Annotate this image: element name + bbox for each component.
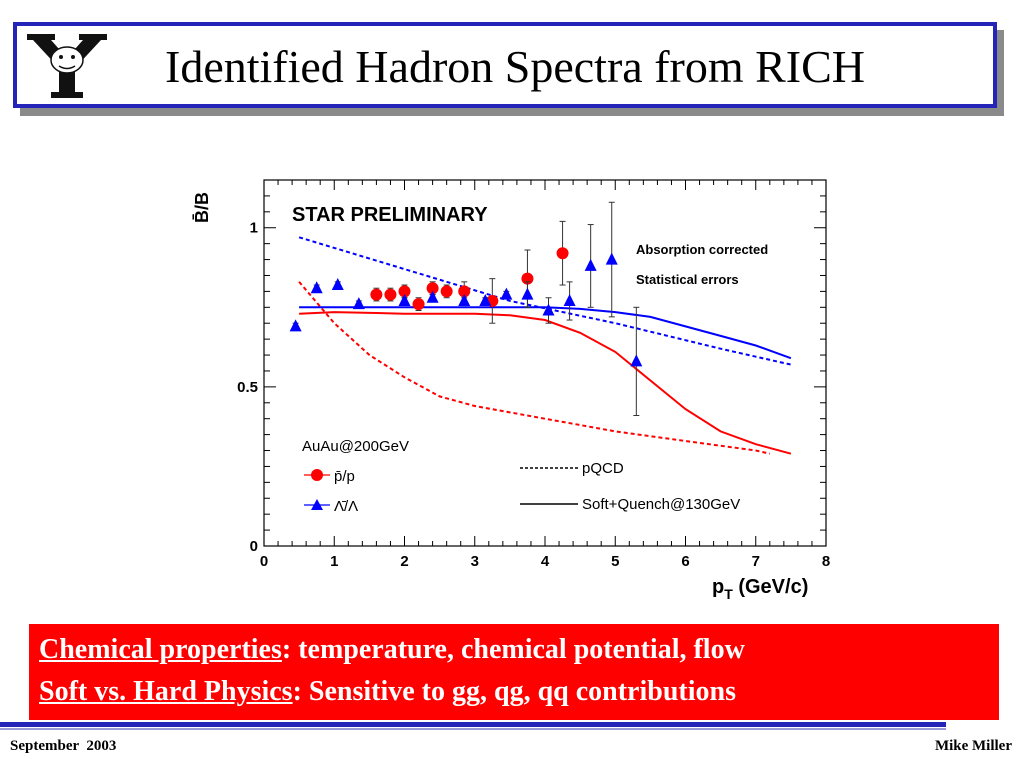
legend-lambda-label: Λ̄/Λ: [334, 498, 358, 515]
pbar-p-point: [412, 298, 425, 311]
pbar-p-point: [398, 285, 411, 298]
x-tick-label: 7: [752, 553, 760, 570]
x-tick-label: 4: [541, 553, 550, 570]
pbar-p-point: [440, 285, 453, 298]
lambda-point: [479, 293, 492, 306]
bullet-term: Chemical properties: [39, 634, 282, 665]
y-bulldog-logo: [27, 34, 107, 98]
x-tick-label: 0: [260, 553, 268, 570]
pqcd-curve-red: [298, 281, 771, 455]
soft-quench-curve-red: [299, 311, 792, 455]
x-tick-label: 3: [471, 553, 479, 570]
pbar-p-point: [370, 288, 383, 301]
x-axis-label: pT (GeV/c): [712, 576, 808, 602]
lambda-point: [542, 303, 555, 316]
lambda-point: [426, 290, 439, 303]
summary-banner: Chemical properties: temperature, chemic…: [29, 624, 999, 720]
legend-pbar-p-label: p̄/p: [334, 468, 355, 485]
footer-rule-thin: [0, 728, 946, 730]
lambda-point: [458, 293, 471, 306]
lambda-point: [521, 287, 534, 300]
footer-rule: [0, 722, 946, 727]
legend-pbar-p-marker: [311, 469, 323, 481]
legend-soft-quench-label: Soft+Quench@130GeV: [582, 496, 740, 513]
x-tick-label: 6: [681, 553, 689, 570]
x-tick-label: 2: [400, 553, 408, 570]
annotation-absorption: Absorption corrected: [636, 242, 768, 257]
pqcd-curve-blue: [298, 236, 792, 366]
y-tick-label: 1: [250, 220, 258, 237]
x-tick-label: 1: [330, 553, 338, 570]
lambda-point: [563, 293, 576, 306]
lambda-point: [331, 278, 344, 291]
plot-frame: [263, 179, 827, 547]
x-tick-label: 5: [611, 553, 619, 570]
lambda-point: [630, 354, 643, 367]
bullet-soft-vs-hard: Soft vs. Hard Physics: Sensitive to gg, …: [39, 676, 736, 708]
chart-title: STAR PRELIMINARY: [292, 204, 488, 226]
annotation-statistical: Statistical errors: [636, 272, 739, 287]
y-tick-label: 0.5: [237, 379, 258, 396]
legend-pqcd-label: pQCD: [582, 460, 624, 477]
pbar-p-point: [556, 247, 569, 260]
lambda-point: [500, 287, 513, 300]
soft-quench-curve-blue: [299, 306, 792, 360]
title-box: Identified Hadron Spectra from RICH: [13, 22, 997, 108]
bbar-b-ratio-chart: 0 1 2 3 4 5 6 7 8 0 0.5 1 STAR PRELIMINARY Absorpti…: [192, 179, 830, 602]
bullet-text: : Sensitive to gg, qg, qq contributions: [292, 676, 736, 707]
y-axis-label: B̄/B: [192, 192, 212, 223]
bullet-term: Soft vs. Hard Physics: [39, 676, 293, 707]
pbar-p-point: [458, 285, 471, 298]
lambda-point: [352, 297, 365, 310]
footer-date: September 2003: [10, 738, 117, 754]
annotation-collision-system: AuAu@200GeV: [302, 438, 409, 455]
lambda-point: [398, 293, 411, 306]
pbar-p-point: [426, 282, 439, 295]
lambda-point: [289, 319, 302, 332]
x-tick-label: 8: [822, 553, 830, 570]
lambda-point: [605, 252, 618, 265]
legend: p̄/p Λ̄/Λ pQCD Soft+Quench@130GeV: [304, 460, 740, 515]
pbar-p-point: [384, 288, 397, 301]
lambda-point: [584, 258, 597, 271]
bullet-text: : temperature, chemical potential, flow: [281, 634, 745, 665]
legend-lambda-marker: [311, 499, 323, 510]
slide-title: Identified Hadron Spectra from RICH: [165, 41, 866, 92]
y-tick-label: 0: [250, 538, 258, 555]
footer-author: Mike Miller: [934, 738, 1012, 754]
lambda-point: [310, 281, 323, 294]
bullet-chemical-properties: Chemical properties: temperature, chemic…: [39, 634, 745, 666]
